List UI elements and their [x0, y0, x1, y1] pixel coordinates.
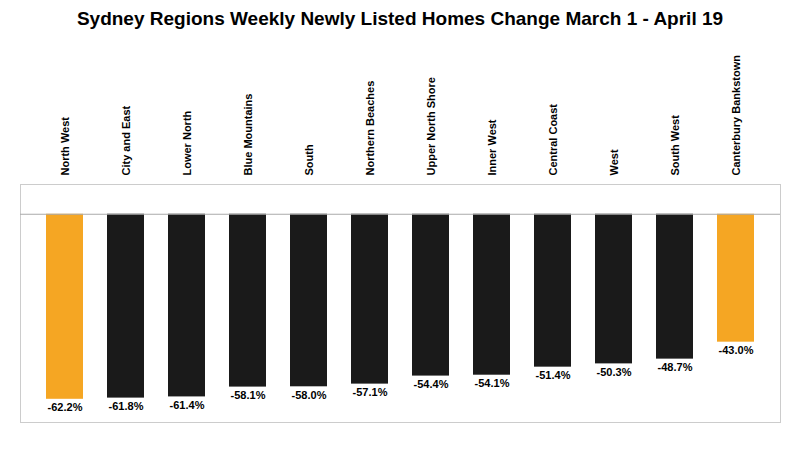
- svg-text:South: South: [303, 144, 315, 175]
- svg-text:-61.4%: -61.4%: [170, 399, 205, 411]
- svg-text:Canterbury Bankstown: Canterbury Bankstown: [730, 55, 742, 176]
- svg-text:-51.4%: -51.4%: [536, 369, 571, 381]
- svg-text:Inner West: Inner West: [486, 119, 498, 175]
- svg-text:-61.8%: -61.8%: [109, 400, 144, 412]
- svg-text:Upper North Shore: Upper North Shore: [425, 77, 437, 175]
- svg-text:Central Coast: Central Coast: [547, 104, 559, 176]
- svg-text:Lower North: Lower North: [181, 110, 193, 175]
- svg-text:South West: South West: [669, 115, 681, 176]
- svg-text:-58.1%: -58.1%: [231, 389, 266, 401]
- svg-text:-50.3%: -50.3%: [597, 366, 632, 378]
- svg-text:-62.2%: -62.2%: [48, 401, 83, 413]
- svg-text:Blue Mountains: Blue Mountains: [242, 94, 254, 176]
- svg-text:Northern Beaches: Northern Beaches: [364, 81, 376, 176]
- html-text:Sydney Regions Weekly Newly Li: Sydney Regions Weekly Newly Listed Homes…: [76, 8, 724, 29]
- svg-text:-54.1%: -54.1%: [475, 377, 510, 389]
- svg-text:North West: North West: [59, 117, 71, 176]
- svg-text:-58.0%: -58.0%: [292, 389, 327, 401]
- svg-text:City and East: City and East: [120, 105, 132, 175]
- svg-text:-57.1%: -57.1%: [353, 386, 388, 398]
- svg-text:-54.4%: -54.4%: [414, 378, 449, 390]
- svg-text:-43.0%: -43.0%: [719, 344, 754, 356]
- svg-text:-48.7%: -48.7%: [658, 361, 693, 373]
- svg-text:West: West: [608, 149, 620, 175]
